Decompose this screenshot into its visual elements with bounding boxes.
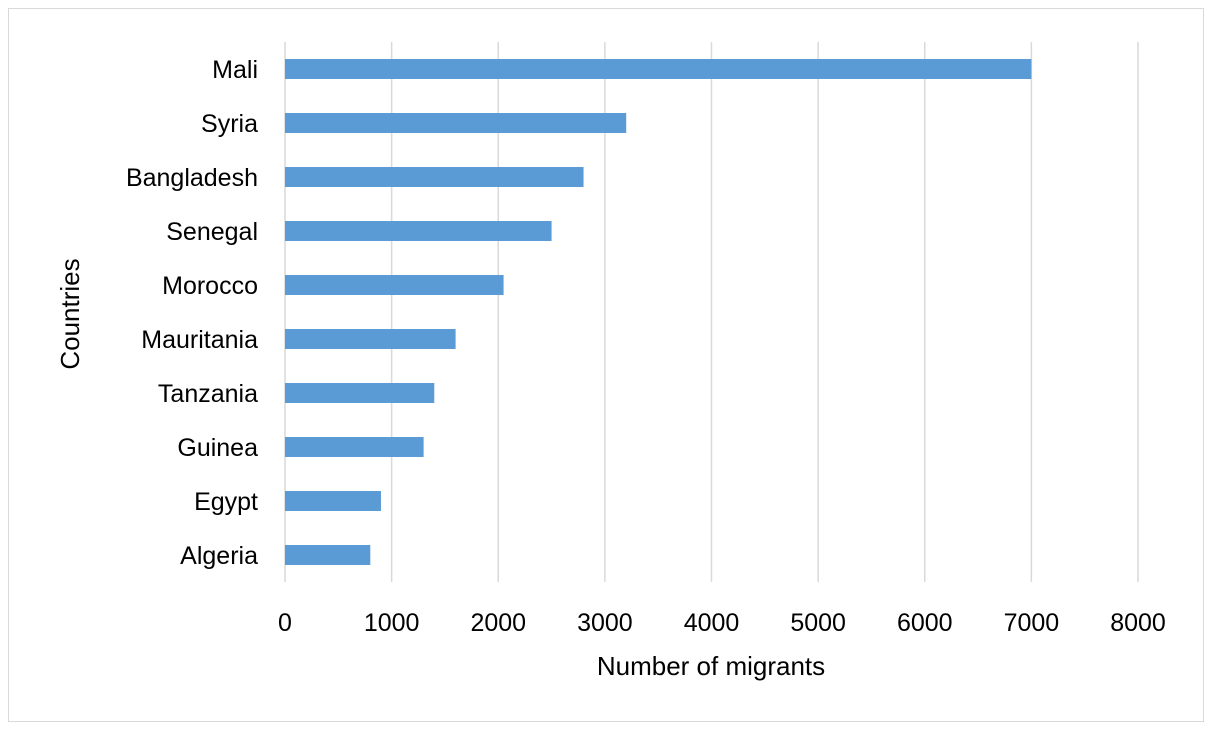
bar-algeria bbox=[285, 545, 371, 565]
bar-tanzania bbox=[285, 383, 435, 403]
category-label-mali: Mali bbox=[212, 56, 258, 84]
category-labels: Mali Syria Bangladesh Senegal Morocco Maurita… bbox=[126, 56, 258, 570]
bar-syria bbox=[285, 113, 627, 133]
bar-senegal bbox=[285, 221, 552, 241]
bar-bangladesh bbox=[285, 167, 584, 187]
x-tick-label: 4000 bbox=[684, 609, 740, 637]
bar-guinea bbox=[285, 437, 424, 457]
category-label-bangladesh: Bangladesh bbox=[126, 164, 258, 192]
category-label-syria: Syria bbox=[201, 110, 258, 138]
x-tick-label: 3000 bbox=[577, 609, 633, 637]
x-tick-label: 1000 bbox=[364, 609, 420, 637]
y-axis-title: Countries bbox=[55, 258, 85, 369]
bar-mauritania bbox=[285, 329, 456, 349]
x-tick-label: 8000 bbox=[1110, 609, 1166, 637]
x-tick-label: 6000 bbox=[897, 609, 953, 637]
category-label-guinea: Guinea bbox=[177, 434, 258, 462]
bar-mali bbox=[285, 59, 1032, 79]
x-tick-label: 0 bbox=[278, 609, 292, 637]
x-tick-label: 5000 bbox=[790, 609, 846, 637]
x-tick-labels: 0 1000 2000 3000 4000 5000 6000 7000 8000 bbox=[278, 609, 1166, 637]
bars bbox=[285, 59, 1032, 565]
x-axis-title: Number of migrants bbox=[597, 651, 825, 681]
category-label-morocco: Morocco bbox=[162, 272, 258, 300]
x-tick-label: 7000 bbox=[1004, 609, 1060, 637]
bar-egypt bbox=[285, 491, 381, 511]
category-label-senegal: Senegal bbox=[166, 218, 258, 246]
bar-morocco bbox=[285, 275, 504, 295]
category-label-egypt: Egypt bbox=[194, 488, 258, 516]
x-tick-label: 2000 bbox=[470, 609, 526, 637]
category-label-tanzania: Tanzania bbox=[158, 380, 258, 408]
category-label-algeria: Algeria bbox=[180, 542, 258, 570]
category-label-mauritania: Mauritania bbox=[141, 326, 258, 354]
